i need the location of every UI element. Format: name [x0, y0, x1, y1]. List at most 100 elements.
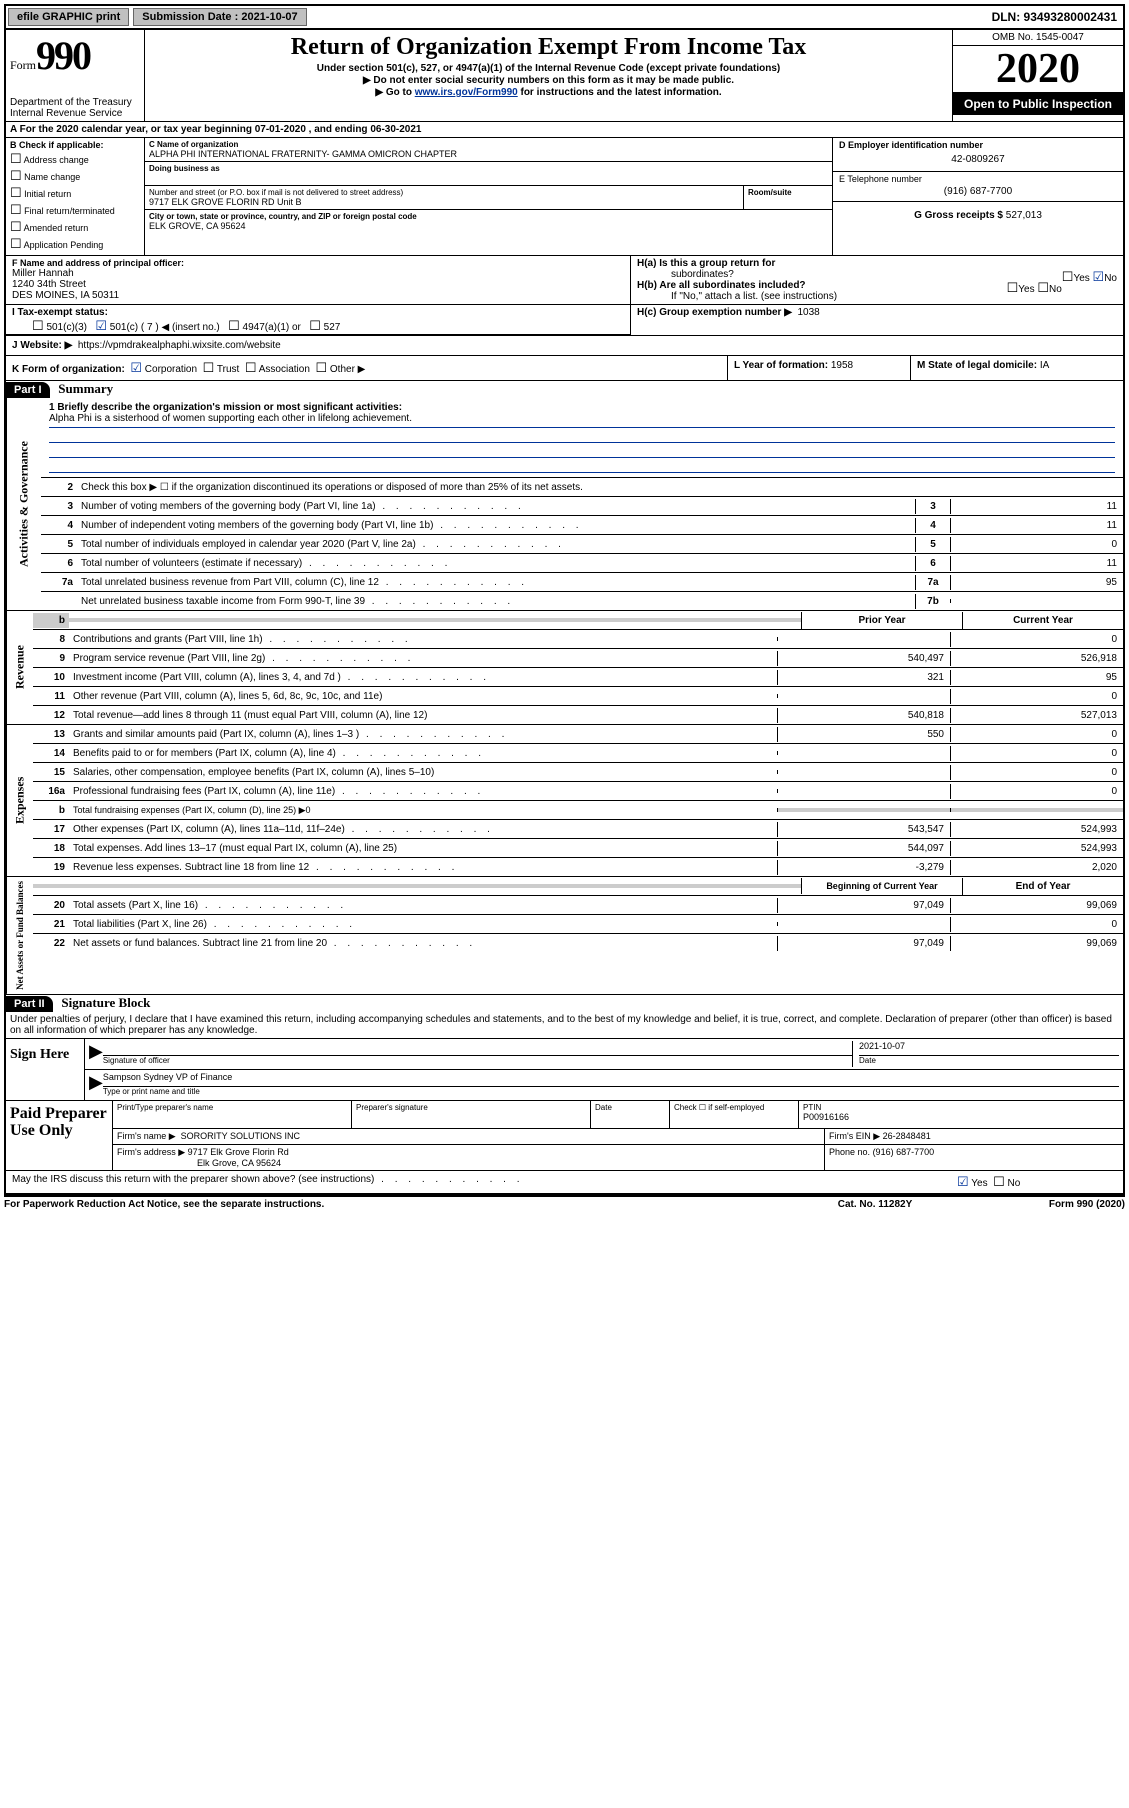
- officer-name-row: ▶ Sampson Sydney VP of Finance Type or p…: [85, 1070, 1123, 1100]
- column-d: D Employer identification number 42-0809…: [833, 138, 1123, 255]
- part-1-body: Activities & Governance 1 Briefly descri…: [6, 398, 1123, 611]
- subtitle-3: ▶ Go to www.irs.gov/Form990 for instruct…: [151, 87, 946, 98]
- city-row: City or town, state or province, country…: [145, 210, 832, 233]
- header-left: Form990 Department of the Treasury Inter…: [6, 30, 145, 121]
- check-address-change[interactable]: Address change: [10, 151, 140, 167]
- b-label: B Check if applicable:: [10, 140, 140, 150]
- declaration-text: Under penalties of perjury, I declare th…: [6, 1012, 1123, 1039]
- principal-officer: F Name and address of principal officer:…: [6, 256, 631, 304]
- dln: DLN: 93493280002431: [992, 10, 1123, 24]
- form-word: Form: [10, 58, 36, 72]
- check-initial-return[interactable]: Initial return: [10, 185, 140, 201]
- sign-here-label: Sign Here: [6, 1039, 85, 1100]
- website-row: J Website: ▶ https://vpmdrakealphaphi.wi…: [6, 336, 1123, 356]
- part-1-badge: Part I: [6, 382, 50, 398]
- check-name-change[interactable]: Name change: [10, 168, 140, 184]
- k-form-org: K Form of organization: Corporation Trus…: [6, 356, 728, 380]
- tax-year: 2020: [953, 46, 1123, 93]
- firm-address: 9717 Elk Grove Florin Rd: [188, 1147, 289, 1157]
- form-title: Return of Organization Exempt From Incom…: [151, 34, 946, 61]
- l-year: L Year of formation: 1958: [728, 356, 911, 380]
- omb-number: OMB No. 1545-0047: [953, 30, 1123, 46]
- part-1-header-row: Part I Summary: [6, 381, 1123, 398]
- part-2-header-row: Part II Signature Block: [6, 995, 1123, 1012]
- check-amended[interactable]: Amended return: [10, 219, 140, 235]
- footer-form: Form 990 (2020): [975, 1199, 1125, 1210]
- sign-here-section: Sign Here ▶ Signature of officer 2021-10…: [6, 1039, 1123, 1101]
- net-assets-section: Net Assets or Fund Balances Beginning of…: [6, 877, 1123, 995]
- preparer-phone: (916) 687-7700: [873, 1147, 935, 1157]
- paid-preparer-label: Paid Preparer Use Only: [6, 1101, 113, 1170]
- website-url: https://vpmdrakealphaphi.wixsite.com/web…: [78, 340, 281, 351]
- submission-date-button[interactable]: Submission Date : 2021-10-07: [133, 8, 306, 26]
- officer-name: Miller Hannah: [12, 268, 624, 279]
- form-container: Form990 Department of the Treasury Inter…: [4, 30, 1125, 1197]
- tax-exempt-row: I Tax-exempt status: 501(c)(3) 501(c) ( …: [6, 305, 631, 335]
- m-state: M State of legal domicile: IA: [911, 356, 1123, 380]
- firm-city: Elk Grove, CA 95624: [117, 1158, 281, 1168]
- subtitle-2: ▶ Do not enter social security numbers o…: [151, 75, 946, 86]
- paid-preparer-section: Paid Preparer Use Only Print/Type prepar…: [6, 1101, 1123, 1171]
- form-number: 990: [36, 33, 90, 78]
- top-bar: efile GRAPHIC print Submission Date : 20…: [4, 4, 1125, 30]
- page-footer: For Paperwork Reduction Act Notice, see …: [4, 1197, 1125, 1210]
- mission-box: 1 Briefly describe the organization's mi…: [41, 398, 1123, 478]
- submission-label: Submission Date :: [142, 11, 238, 23]
- hb-row: H(b) Are all subordinates included? Yes …: [637, 280, 1117, 291]
- header-center: Return of Organization Exempt From Incom…: [145, 30, 952, 121]
- section-ij: I Tax-exempt status: 501(c)(3) 501(c) ( …: [6, 305, 1123, 336]
- self-employed-check[interactable]: Check ☐ if self-employed: [670, 1101, 799, 1128]
- room-suite: Room/suite: [744, 186, 832, 209]
- mission-text: Alpha Phi is a sisterhood of women suppo…: [49, 413, 1115, 428]
- arrow-icon: ▶: [89, 1041, 103, 1067]
- officer-addr: 1240 34th Street: [12, 279, 624, 290]
- officer-signature-row: ▶ Signature of officer 2021-10-07 Date: [85, 1039, 1123, 1070]
- footer-notice: For Paperwork Reduction Act Notice, see …: [4, 1199, 775, 1210]
- group-exemption: 1038: [797, 307, 819, 318]
- check-app-pending[interactable]: Application Pending: [10, 236, 140, 252]
- street-address: 9717 ELK GROVE FLORIN RD Unit B: [149, 197, 739, 207]
- section-bcd: B Check if applicable: Address change Na…: [6, 138, 1123, 256]
- efile-button[interactable]: efile GRAPHIC print: [8, 8, 129, 26]
- column-b: B Check if applicable: Address change Na…: [6, 138, 145, 255]
- ha-row: H(a) Is this a group return for: [637, 258, 1117, 269]
- firm-name: SORORITY SOLUTIONS INC: [181, 1131, 300, 1141]
- part-1-title: Summary: [52, 381, 113, 396]
- check-final-return[interactable]: Final return/terminated: [10, 202, 140, 218]
- expenses-label: Expenses: [6, 725, 33, 876]
- section-h: H(a) Is this a group return for subordin…: [631, 256, 1123, 304]
- sign-date: 2021-10-07: [859, 1041, 1119, 1056]
- ptin: P00916166: [803, 1112, 1119, 1122]
- dba-row: Doing business as: [145, 162, 832, 186]
- expenses-section: Expenses 13Grants and similar amounts pa…: [6, 725, 1123, 877]
- firm-ein: 26-2848481: [883, 1131, 931, 1141]
- activities-governance-label: Activities & Governance: [6, 398, 41, 610]
- section-fh: F Name and address of principal officer:…: [6, 256, 1123, 305]
- org-name: ALPHA PHI INTERNATIONAL FRATERNITY- GAMM…: [149, 149, 828, 159]
- subtitle-1: Under section 501(c), 527, or 4947(a)(1)…: [151, 63, 946, 74]
- dept-treasury: Department of the Treasury: [10, 97, 140, 108]
- section-klm: K Form of organization: Corporation Trus…: [6, 356, 1123, 381]
- discuss-row: May the IRS discuss this return with the…: [6, 1171, 1123, 1195]
- officer-name-title: Sampson Sydney VP of Finance: [103, 1072, 1119, 1087]
- phone: (916) 687-7700: [839, 184, 1117, 199]
- hc-row: H(c) Group exemption number ▶ 1038: [631, 305, 1123, 335]
- instructions-link[interactable]: www.irs.gov/Form990: [415, 87, 518, 98]
- column-c: C Name of organization ALPHA PHI INTERNA…: [145, 138, 833, 255]
- cat-number: Cat. No. 11282Y: [775, 1199, 975, 1210]
- phone-row: E Telephone number (916) 687-7700: [833, 172, 1123, 202]
- officer-city: DES MOINES, IA 50311: [12, 290, 624, 301]
- part-2-badge: Part II: [6, 996, 53, 1012]
- row-a-tax-year: A For the 2020 calendar year, or tax yea…: [6, 122, 1123, 138]
- revenue-label: Revenue: [6, 611, 33, 724]
- gross-receipts: 527,013: [1006, 210, 1042, 221]
- part-2-title: Signature Block: [55, 995, 150, 1010]
- inspection-notice: Open to Public Inspection: [953, 93, 1123, 115]
- net-assets-label: Net Assets or Fund Balances: [6, 877, 33, 994]
- header-right: OMB No. 1545-0047 2020 Open to Public In…: [952, 30, 1123, 121]
- submission-date: 2021-10-07: [241, 11, 297, 23]
- form-header: Form990 Department of the Treasury Inter…: [6, 30, 1123, 122]
- ein-row: D Employer identification number 42-0809…: [833, 138, 1123, 172]
- org-name-row: C Name of organization ALPHA PHI INTERNA…: [145, 138, 832, 162]
- city-state-zip: ELK GROVE, CA 95624: [149, 221, 828, 231]
